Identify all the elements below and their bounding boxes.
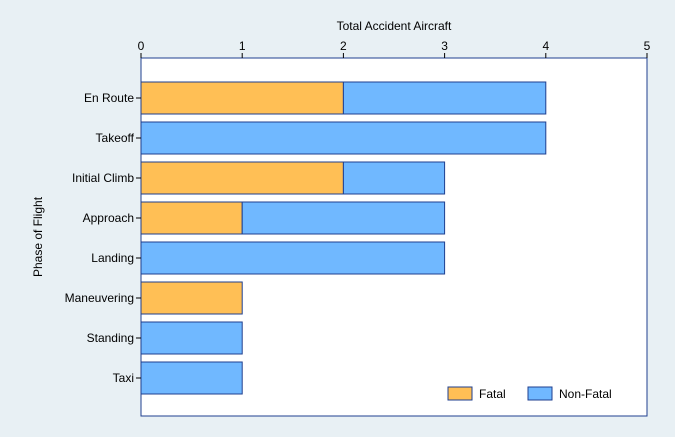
bar-non-fatal-landing [140,241,446,275]
bars [140,81,547,395]
x-tick-label: 0 [138,39,145,53]
x-tick-label: 4 [542,39,549,53]
category-label: Landing [91,251,134,265]
bar-non-fatal-initial-climb [342,161,446,195]
legend-swatch-fatal [447,386,473,401]
bar-fatal-en-route [140,81,344,115]
category-label: Approach [83,211,134,225]
category-label: Maneuvering [65,291,134,305]
category-label: Initial Climb [72,171,134,185]
legend-label: Non-Fatal [559,387,612,401]
bar-non-fatal-approach [241,201,446,235]
category-labels: En Route Takeoff Initial Climb Approach Land… [65,91,141,385]
bar-non-fatal-taxi [140,361,243,395]
bar-non-fatal-standing [140,321,243,355]
x-axis-ticks: 0 1 2 3 4 5 [138,39,651,58]
category-label: En Route [84,91,134,105]
bar-fatal-approach [140,201,243,235]
x-tick-label: 2 [340,39,347,53]
bar-non-fatal-takeoff [140,121,547,155]
category-label: Taxi [113,371,134,385]
bar-fatal-maneuvering [140,281,243,315]
plot-area [140,57,648,417]
x-tick-label: 3 [441,39,448,53]
category-label: Takeoff [96,131,135,145]
x-tick-label: 1 [239,39,246,53]
legend: Fatal Non-Fatal [447,386,612,401]
y-axis-title: Phase of Flight [31,196,45,277]
x-axis-title: Total Accident Aircraft [337,19,452,33]
bar-fatal-initial-climb [140,161,344,195]
bar-non-fatal-en-route [342,81,547,115]
legend-label: Fatal [479,387,506,401]
category-label: Standing [87,331,134,345]
x-tick-label: 5 [644,39,651,53]
legend-swatch-non-fatal [527,386,553,401]
